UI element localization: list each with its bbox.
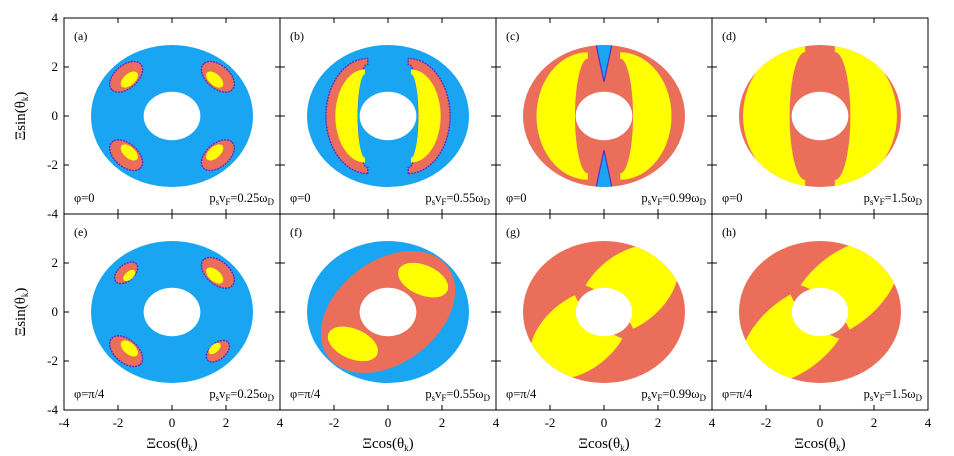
panel-label: (f) [290, 225, 302, 239]
region-high [206, 144, 224, 161]
x-axis-label: Ξcos(θk​) [794, 436, 845, 453]
region-high [410, 69, 441, 163]
region-low [593, 150, 615, 188]
x-tick-label: 4 [925, 415, 932, 430]
region-high [120, 144, 138, 161]
velocity-annotation: ps​vF​=1.5ωD​ [864, 387, 923, 403]
x-tick-label: 0 [817, 415, 824, 430]
inner-hole [359, 91, 417, 141]
x-tick-label: 2 [223, 415, 230, 430]
x-tick-label: -2 [761, 415, 772, 430]
y-tick-label: -4 [47, 206, 58, 221]
x-axis-label: Ξcos(θk​) [146, 436, 197, 453]
region-high [206, 267, 224, 284]
velocity-annotation: ps​vF​=0.99ωD​ [641, 387, 706, 403]
phi-annotation: φ=π/4 [290, 387, 321, 401]
x-tick-label: 4 [493, 415, 500, 430]
y-tick-label: 0 [52, 108, 59, 123]
velocity-annotation: ps​vF​=0.99ωD​ [641, 191, 706, 207]
phi-annotation: φ=0 [722, 191, 743, 205]
velocity-annotation: ps​vF​=1.5ωD​ [864, 191, 923, 207]
x-tick-label: -4 [59, 415, 70, 430]
inner-hole [791, 91, 849, 141]
x-axis-label: Ξcos(θk​) [578, 436, 629, 453]
annulus-map [739, 44, 901, 188]
x-tick-label: 2 [439, 415, 446, 430]
x-tick-label: 4 [277, 415, 284, 430]
region-high [206, 71, 224, 88]
panel-a: (a) φ=0 ps​vF​=0.25ωD​ [63, 17, 281, 215]
velocity-annotation: ps​vF​=0.55ωD​ [425, 191, 490, 207]
y-tick-label: -4 [47, 402, 58, 417]
panel-label: (g) [506, 225, 520, 239]
velocity-annotation: ps​vF​=0.25ωD​ [209, 387, 274, 403]
y-tick-label: 2 [52, 255, 59, 270]
y-tick-label: -2 [47, 157, 58, 172]
phi-annotation: φ=π/4 [74, 387, 105, 401]
phi-annotation: φ=0 [506, 191, 527, 205]
panel-h: (h) φ=π/4 ps​vF​=1.5ωD​ [711, 213, 929, 411]
y-tick-label: -2 [47, 353, 58, 368]
region-high [120, 340, 138, 357]
x-tick-label: -2 [113, 415, 124, 430]
panel-label: (a) [74, 29, 87, 43]
region-high [536, 52, 588, 180]
x-tick-label: -2 [545, 415, 556, 430]
x-tick-label: 0 [601, 415, 608, 430]
panel-label: (d) [722, 29, 736, 43]
x-tick-label: 4 [709, 415, 716, 430]
x-tick-label: 0 [385, 415, 392, 430]
region-high [335, 69, 366, 163]
region-high [120, 71, 138, 88]
panel-label: (c) [506, 29, 519, 43]
inner-hole [791, 287, 849, 337]
x-tick-label: -2 [329, 415, 340, 430]
inner-hole [575, 287, 633, 337]
y-tick-label: 0 [52, 304, 59, 319]
region-high [327, 326, 378, 362]
phi-annotation: φ=0 [290, 191, 311, 205]
inner-hole [143, 287, 201, 337]
x-tick-label: 0 [169, 415, 176, 430]
x-tick-label: 2 [871, 415, 878, 430]
region-low [593, 44, 615, 82]
inner-hole [575, 91, 633, 141]
x-tick-label: 2 [655, 415, 662, 430]
y-tick-label: 4 [52, 10, 59, 25]
panel-c: (c) φ=0 ps​vF​=0.99ωD​ [495, 17, 713, 215]
region-high [398, 262, 449, 298]
panel-g: (g) φ=π/4 ps​vF​=0.99ωD​ [495, 213, 713, 411]
inner-hole [143, 91, 201, 141]
x-axis-label: Ξcos(θk​) [362, 436, 413, 453]
y-tick-label: 2 [52, 59, 59, 74]
phi-annotation: φ=0 [74, 191, 95, 205]
panel-label: (b) [290, 29, 304, 43]
region-high [743, 44, 806, 188]
y-axis-label: Ξsin(θk​) [13, 92, 30, 141]
panel-b: (b) φ=0 ps​vF​=0.55ωD​ [279, 17, 497, 215]
velocity-annotation: ps​vF​=0.55ωD​ [425, 387, 490, 403]
region-high [208, 342, 221, 355]
panel-label: (h) [722, 225, 736, 239]
panel-d: (d) φ=0 ps​vF​=1.5ωD​ [711, 17, 929, 215]
y-axis-label: Ξsin(θk​) [13, 288, 30, 337]
annulus-map [523, 240, 685, 384]
panel-e: (e) φ=π/4 ps​vF​=0.25ωD​ [63, 213, 281, 411]
velocity-annotation: ps​vF​=0.25ωD​ [209, 191, 274, 207]
annulus-map [91, 44, 253, 188]
annulus-map [523, 44, 685, 188]
phi-annotation: φ=π/4 [506, 387, 537, 401]
region-high [834, 44, 897, 188]
panel-f: (f) φ=π/4 ps​vF​=0.55ωD​ [279, 213, 497, 411]
panel-label: (e) [74, 225, 87, 239]
inner-hole [359, 287, 417, 337]
region-high [620, 52, 672, 180]
region-high [123, 269, 136, 282]
phi-annotation: φ=π/4 [722, 387, 753, 401]
